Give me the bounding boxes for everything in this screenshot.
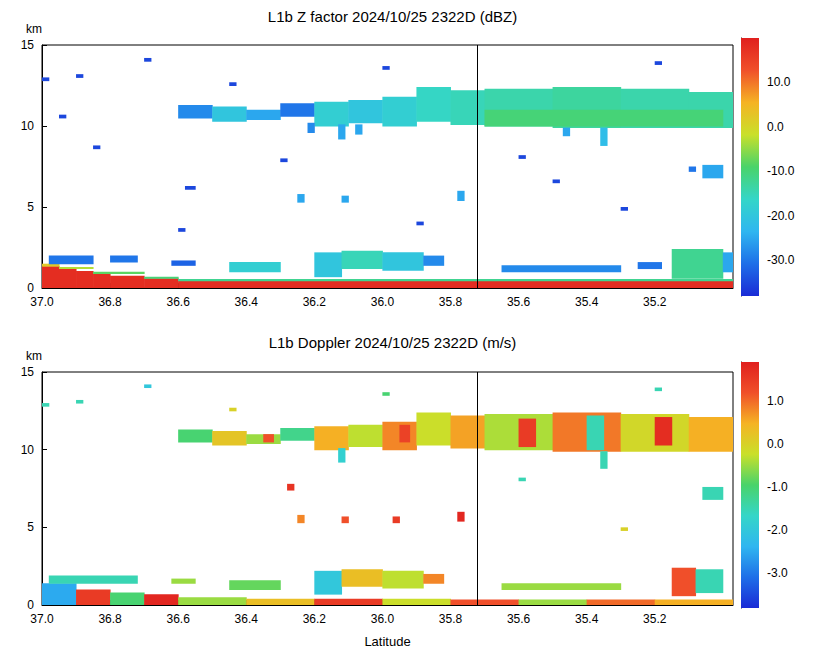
svg-text:35.8: 35.8 [439,612,463,626]
svg-text:36.4: 36.4 [235,295,259,309]
svg-text:37.0: 37.0 [30,295,54,309]
svg-text:L1b Z factor 2024/10/25 2322D: L1b Z factor 2024/10/25 2322D (dBZ) [268,8,517,25]
svg-text:0: 0 [27,281,34,295]
svg-text:5: 5 [27,200,34,214]
svg-text:km: km [26,22,42,36]
svg-text:36.6: 36.6 [166,612,190,626]
svg-text:35.2: 35.2 [643,295,667,309]
svg-text:35.6: 35.6 [507,612,531,626]
svg-text:10: 10 [21,443,35,457]
svg-text:36.8: 36.8 [98,295,122,309]
svg-text:15: 15 [21,365,35,379]
svg-text:-30.0: -30.0 [767,253,795,267]
svg-text:-10.0: -10.0 [767,164,795,178]
svg-text:10.0: 10.0 [767,75,791,89]
svg-text:5: 5 [27,520,34,534]
svg-text:35.2: 35.2 [643,612,667,626]
svg-text:10: 10 [21,119,35,133]
svg-text:-3.0: -3.0 [767,566,788,580]
svg-text:Latitude: Latitude [364,634,410,649]
svg-text:36.8: 36.8 [98,612,122,626]
svg-text:0.0: 0.0 [767,437,784,451]
svg-text:0.0: 0.0 [767,120,784,134]
svg-text:35.4: 35.4 [575,295,599,309]
svg-text:36.2: 36.2 [303,295,327,309]
svg-text:35.8: 35.8 [439,295,463,309]
svg-text:36.4: 36.4 [235,612,259,626]
svg-text:-2.0: -2.0 [767,523,788,537]
svg-text:37.0: 37.0 [30,612,54,626]
svg-text:36.0: 36.0 [371,612,395,626]
svg-text:35.4: 35.4 [575,612,599,626]
svg-text:L1b Doppler 2024/10/25 2322D (: L1b Doppler 2024/10/25 2322D (m/s) [269,334,517,351]
svg-text:36.2: 36.2 [303,612,327,626]
svg-text:km: km [26,349,42,363]
svg-text:36.0: 36.0 [371,295,395,309]
svg-text:1.0: 1.0 [767,394,784,408]
svg-text:-1.0: -1.0 [767,480,788,494]
svg-text:15: 15 [21,38,35,52]
svg-text:35.6: 35.6 [507,295,531,309]
svg-text:0: 0 [27,598,34,612]
svg-text:-20.0: -20.0 [767,209,795,223]
svg-text:36.6: 36.6 [166,295,190,309]
